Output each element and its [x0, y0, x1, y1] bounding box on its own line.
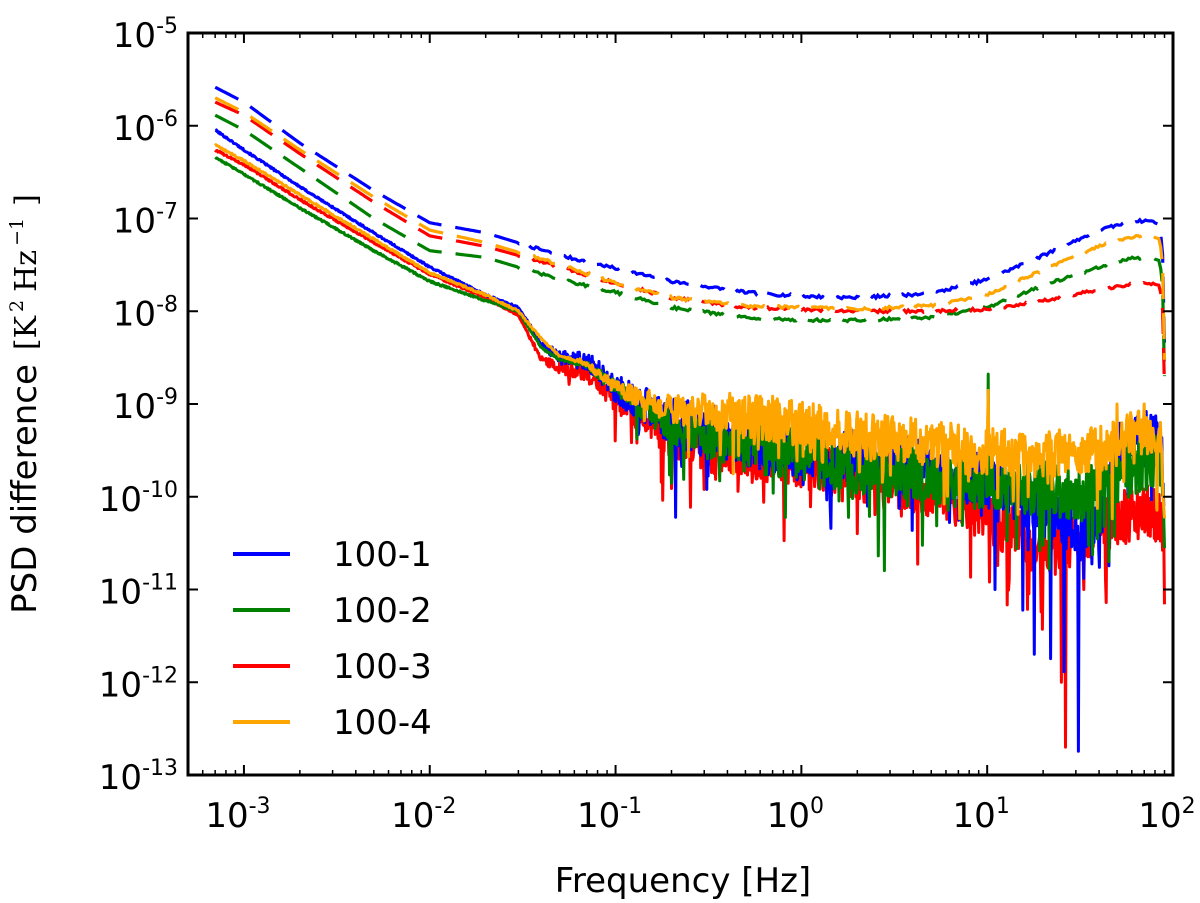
x-tick-label: 102: [1138, 794, 1195, 836]
y-tick-label-exp: -13: [142, 756, 178, 781]
x-tick-label-exp: 0: [810, 794, 824, 819]
x-tick-label-exp: -1: [620, 794, 642, 819]
y-tick-label-exp: -11: [142, 571, 178, 596]
x-tick-label-exp: 1: [996, 794, 1010, 819]
legend-label: 100-2: [333, 591, 432, 631]
svg-text:PSD difference [K: PSD difference [K 2 Hz −1 ]: [5, 194, 45, 614]
y-tick-label-base: 10: [113, 109, 156, 149]
legend: 100-1 100-2 100-3 100-4: [233, 535, 432, 743]
x-axis-title: Frequency [Hz]: [555, 861, 811, 901]
y-tick-label: 10-6: [113, 107, 178, 149]
legend-label: 100-1: [333, 535, 432, 575]
y-tick-label-base: 10: [99, 573, 142, 613]
y-tick-label-exp: -5: [156, 14, 178, 39]
x-tick-label-base: 10: [953, 796, 996, 836]
y-tick-label-exp: -9: [156, 385, 178, 410]
y-tick-label-exp: -10: [142, 478, 178, 503]
y-axis-unit-sup1: 2: [6, 300, 28, 312]
x-tick-label: 10-1: [577, 794, 642, 836]
x-tick-label-base: 10: [577, 796, 620, 836]
legend-label: 100-3: [333, 647, 432, 687]
x-tick-label: 10-2: [391, 794, 456, 836]
y-axis-unit-sup2: −1: [6, 218, 28, 246]
y-tick-label-exp: -8: [156, 292, 178, 317]
x-tick-label-base: 10: [1138, 796, 1181, 836]
y-axis-title: PSD difference [K 2 Hz −1 ]: [5, 194, 45, 614]
y-tick-label: 10-10: [99, 478, 178, 520]
y-axis-unit-mid: Hz: [9, 250, 44, 292]
y-tick-label-base: 10: [113, 387, 156, 427]
y-tick-label-base: 10: [113, 16, 156, 56]
y-tick-label: 10-13: [99, 756, 178, 798]
x-tick-label: 100: [767, 794, 824, 836]
x-tick-label-exp: -3: [249, 794, 271, 819]
y-axis-title-text: PSD difference: [5, 364, 45, 614]
x-tick-label-base: 10: [391, 796, 434, 836]
x-tick-label-exp: 2: [1182, 794, 1196, 819]
y-tick-label: 10-12: [99, 663, 178, 705]
x-tick-label-exp: -2: [434, 794, 456, 819]
y-tick-label-base: 10: [99, 758, 142, 798]
y-tick-label-exp: -7: [156, 200, 178, 225]
y-tick-label: 10-11: [99, 571, 178, 613]
series-dashed-100-1: [214, 85, 1167, 349]
x-tick-label-base: 10: [205, 796, 248, 836]
y-tick-label: 10-8: [113, 292, 178, 334]
x-tick-label: 10-3: [205, 794, 270, 836]
y-tick-label-base: 10: [99, 480, 142, 520]
y-tick-label-exp: -6: [156, 107, 178, 132]
series-dashed-100-2: [214, 113, 1167, 377]
series-dashed-100-3: [214, 100, 1167, 388]
y-axis-unit-close: ]: [9, 194, 44, 206]
series-layer: [214, 85, 1167, 753]
y-tick-label: 10-7: [113, 200, 178, 242]
series-solid-100-4: [214, 143, 1166, 521]
y-tick-label: 10-5: [113, 14, 178, 56]
x-tick-label: 101: [953, 794, 1010, 836]
x-tick-labels: 10-3 10-2 10-1 100 101 102: [205, 794, 1195, 836]
y-tick-label: 10-9: [113, 385, 178, 427]
legend-label: 100-4: [333, 703, 432, 743]
axis-ticks: [187, 32, 1174, 776]
x-tick-label-base: 10: [767, 796, 810, 836]
y-tick-label-base: 10: [113, 294, 156, 334]
y-tick-label-base: 10: [99, 665, 142, 705]
y-axis-unit-open: [K: [9, 315, 44, 350]
series-dashed-100-4: [214, 96, 1167, 360]
y-tick-label-exp: -12: [142, 663, 178, 688]
y-tick-label-base: 10: [113, 202, 156, 242]
